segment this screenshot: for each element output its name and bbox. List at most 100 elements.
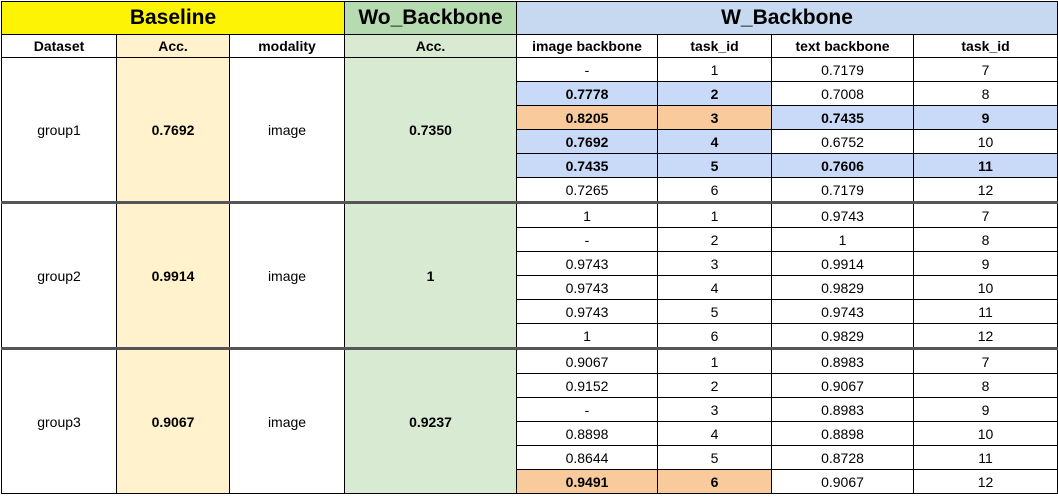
image-backbone-cell: 0.9743 (516, 275, 659, 300)
image-backbone-cell: - (516, 227, 659, 252)
text-backbone-cell: 0.9067 (771, 469, 915, 494)
image-backbone-cell: 0.7265 (516, 177, 659, 203)
image-backbone-cell: 0.7778 (516, 81, 659, 106)
text-backbone-cell: 0.9829 (771, 275, 915, 300)
text-backbone-column-header: text backbone (771, 34, 915, 58)
task-id-cell: 1 (657, 57, 773, 82)
image-backbone-cell: 0.7435 (516, 153, 659, 178)
wo-backbone-header: Wo_Backbone (344, 1, 518, 35)
table-row: group1 0.7692 image 0.7350 - 1 0.7179 7 (1, 57, 1058, 203)
table-row: 0.7435 5 0.7606 11 (2, 153, 1058, 178)
w-backbone-header: W_Backbone (516, 1, 1058, 35)
task-id-cell: 4 (657, 275, 773, 300)
task-id-cell: 4 (657, 421, 773, 446)
baseline-acc-cell: 0.9067 (116, 347, 230, 494)
task-id-cell: 6 (657, 323, 773, 349)
task-id-cell: 4 (657, 129, 773, 154)
wo-backbone-acc-cell: 0.7350 (344, 57, 518, 203)
task-id-cell: 10 (913, 421, 1058, 446)
task-id-cell: 8 (913, 227, 1058, 252)
task-id-cell: 1 (657, 201, 773, 228)
image-backbone-cell: 0.9743 (516, 251, 659, 276)
task-id-cell: 12 (913, 177, 1058, 203)
image-backbone-cell: 0.8644 (516, 445, 659, 470)
dataset-cell: group3 (1, 347, 117, 494)
task-id-cell: 1 (657, 347, 773, 374)
table-row: 0.8205 3 0.7435 9 (2, 105, 1058, 130)
image-backbone-cell: 0.9152 (516, 373, 659, 398)
text-backbone-cell: 0.7179 (771, 177, 915, 203)
task-id-cell: 6 (657, 177, 773, 203)
text-backbone-cell: 0.7008 (771, 81, 915, 106)
image-backbone-cell: 1 (516, 323, 659, 349)
task-id-cell: 7 (913, 57, 1058, 82)
text-backbone-cell: 0.8728 (771, 445, 915, 470)
baseline-header: Baseline (0, 1, 346, 35)
wo-backbone-acc-cell: 1 (344, 201, 518, 349)
table-row: 0.9491 6 0.9067 12 (2, 469, 1058, 494)
task-id-cell: 7 (913, 347, 1058, 374)
header-row-columns: Dataset Acc. modality Acc. image backbon… (1, 34, 1058, 58)
modality-cell: image (228, 201, 346, 349)
text-backbone-cell: 0.7179 (771, 57, 915, 82)
text-backbone-cell: 0.9829 (771, 323, 915, 349)
task-id-cell: 2 (657, 373, 773, 398)
task-id-cell: 3 (657, 251, 773, 276)
image-backbone-column-header: image backbone (516, 34, 659, 58)
task-id-cell: 8 (913, 81, 1058, 106)
baseline-acc-cell: 0.9914 (116, 201, 230, 349)
task-id-cell: 5 (657, 153, 773, 178)
task-id-cell: 12 (913, 323, 1058, 349)
task-id-cell: 12 (913, 469, 1058, 494)
task-id-cell: 9 (913, 105, 1058, 130)
task-id-column-header: task_id (913, 34, 1058, 58)
image-backbone-cell: 1 (516, 201, 659, 228)
task-id-cell: 5 (657, 445, 773, 470)
table-row: 0.7265 6 0.7179 12 (2, 177, 1058, 203)
text-backbone-cell: 0.7606 (771, 153, 915, 178)
task-id-cell: 11 (913, 299, 1058, 324)
text-backbone-cell: 0.8898 (771, 421, 915, 446)
task-id-cell: 2 (657, 81, 773, 106)
text-backbone-cell: 0.6752 (771, 129, 915, 154)
task-id-cell: 10 (913, 129, 1058, 154)
text-backbone-cell: 0.9743 (771, 201, 915, 228)
table-row: 0.7778 2 0.7008 8 (2, 81, 1058, 106)
text-backbone-cell: 0.7435 (771, 105, 915, 130)
task-id-cell: 10 (913, 275, 1058, 300)
table-row: 0.9743 3 0.9914 9 (2, 251, 1058, 276)
baseline-acc-cell: 0.7692 (116, 57, 230, 203)
image-backbone-cell: - (516, 397, 659, 422)
table-row: group3 0.9067 image 0.9237 0.9067 1 0.89… (1, 347, 1058, 494)
task-id-cell: 2 (657, 227, 773, 252)
task-id-cell: 5 (657, 299, 773, 324)
task-id-cell: 7 (913, 201, 1058, 228)
text-backbone-cell: 0.8983 (771, 397, 915, 422)
image-backbone-cell: - (516, 57, 659, 82)
dataset-cell: group1 (1, 57, 117, 203)
image-backbone-cell: 0.7692 (516, 129, 659, 154)
task-id-cell: 6 (657, 469, 773, 494)
image-backbone-cell: 0.9743 (516, 299, 659, 324)
image-backbone-cell: 0.9491 (516, 469, 659, 494)
image-backbone-cell: 0.9067 (516, 347, 659, 374)
modality-column-header: modality (228, 34, 346, 58)
text-backbone-cell: 0.8983 (771, 347, 915, 374)
table-row: 0.9743 5 0.9743 11 (2, 299, 1058, 324)
task-id-cell: 9 (913, 251, 1058, 276)
table-row: group2 0.9914 image 1 1 1 0.9743 7 (1, 201, 1058, 349)
dataset-column-header: Dataset (1, 34, 117, 58)
modality-cell: image (228, 347, 346, 494)
task-id-cell: 3 (657, 397, 773, 422)
task-id-cell: 11 (913, 445, 1058, 470)
wo-backbone-acc-column-header: Acc. (344, 34, 518, 58)
text-backbone-cell: 1 (771, 227, 915, 252)
baseline-acc-column-header: Acc. (116, 34, 230, 58)
task-id-cell: 8 (913, 373, 1058, 398)
image-backbone-cell: 0.8898 (516, 421, 659, 446)
wo-backbone-acc-cell: 0.9237 (344, 347, 518, 494)
text-backbone-cell: 0.9914 (771, 251, 915, 276)
text-backbone-cell: 0.9743 (771, 299, 915, 324)
header-row-groups: Baseline Wo_Backbone W_Backbone (0, 1, 1058, 35)
